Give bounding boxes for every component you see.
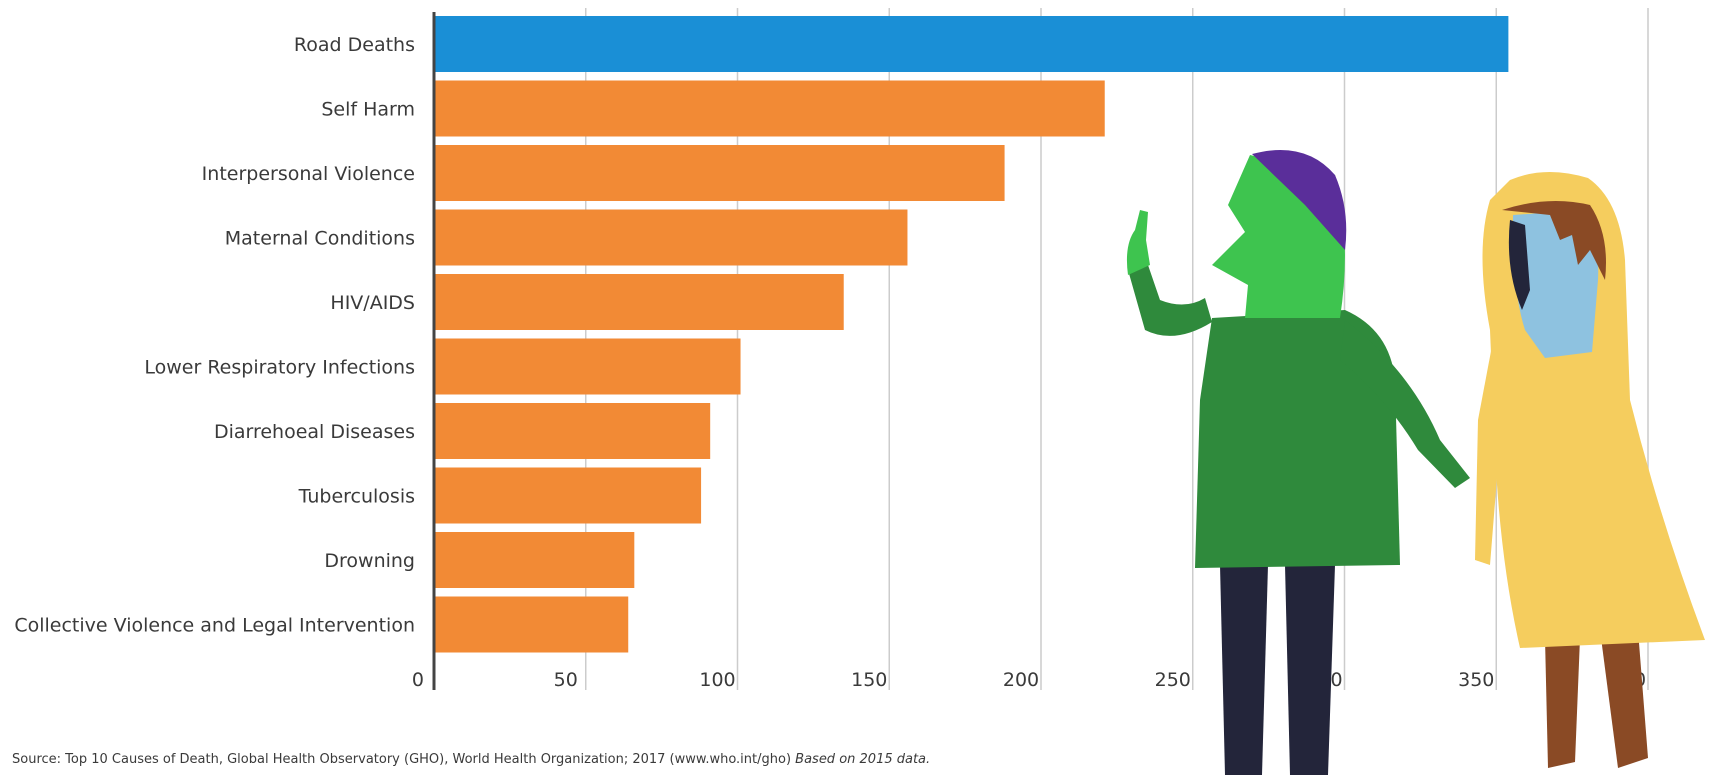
bar xyxy=(435,145,1005,201)
x-tick-label: 50 xyxy=(554,669,578,691)
x-tick-label: 100 xyxy=(699,669,735,691)
bars xyxy=(435,16,1509,653)
source-note: Source: Top 10 Causes of Death, Global H… xyxy=(12,752,930,767)
category-label: Collective Violence and Legal Interventi… xyxy=(14,615,415,637)
category-label: Interpersonal Violence xyxy=(202,163,415,185)
source-italic-note: Based on 2015 data. xyxy=(795,752,931,767)
yellow-raincoat-figure xyxy=(1475,171,1705,768)
x-tick-label: 0 xyxy=(412,669,424,691)
category-label: Diarrehoeal Diseases xyxy=(214,421,415,443)
bar xyxy=(435,467,702,524)
bar xyxy=(435,80,1105,137)
green-person-figure xyxy=(1126,150,1470,775)
x-tick-label: 200 xyxy=(1003,669,1039,691)
source-text: Source: Top 10 Causes of Death, Global H… xyxy=(12,752,796,767)
bar xyxy=(435,16,1509,72)
category-label: Lower Respiratory Infections xyxy=(144,357,415,379)
bar xyxy=(435,274,844,330)
category-labels: Road Deaths Self Harm Interpersonal Violen… xyxy=(14,34,415,637)
bar xyxy=(435,596,629,653)
category-label: Self Harm xyxy=(321,99,415,121)
bar xyxy=(435,338,741,395)
x-tick-label: 250 xyxy=(1155,669,1191,691)
x-tick-label: 150 xyxy=(851,669,887,691)
category-label: Drowning xyxy=(324,550,415,572)
bar xyxy=(435,209,908,266)
x-axis-ticks: 050100150200250300350400 xyxy=(412,669,1646,691)
category-label: Tuberculosis xyxy=(298,486,415,508)
category-label: Road Deaths xyxy=(294,34,415,56)
x-tick-label: 350 xyxy=(1458,669,1494,691)
category-label: HIV/AIDS xyxy=(330,292,415,314)
bar xyxy=(435,403,711,459)
bar xyxy=(435,532,635,588)
category-label: Maternal Conditions xyxy=(225,228,415,250)
